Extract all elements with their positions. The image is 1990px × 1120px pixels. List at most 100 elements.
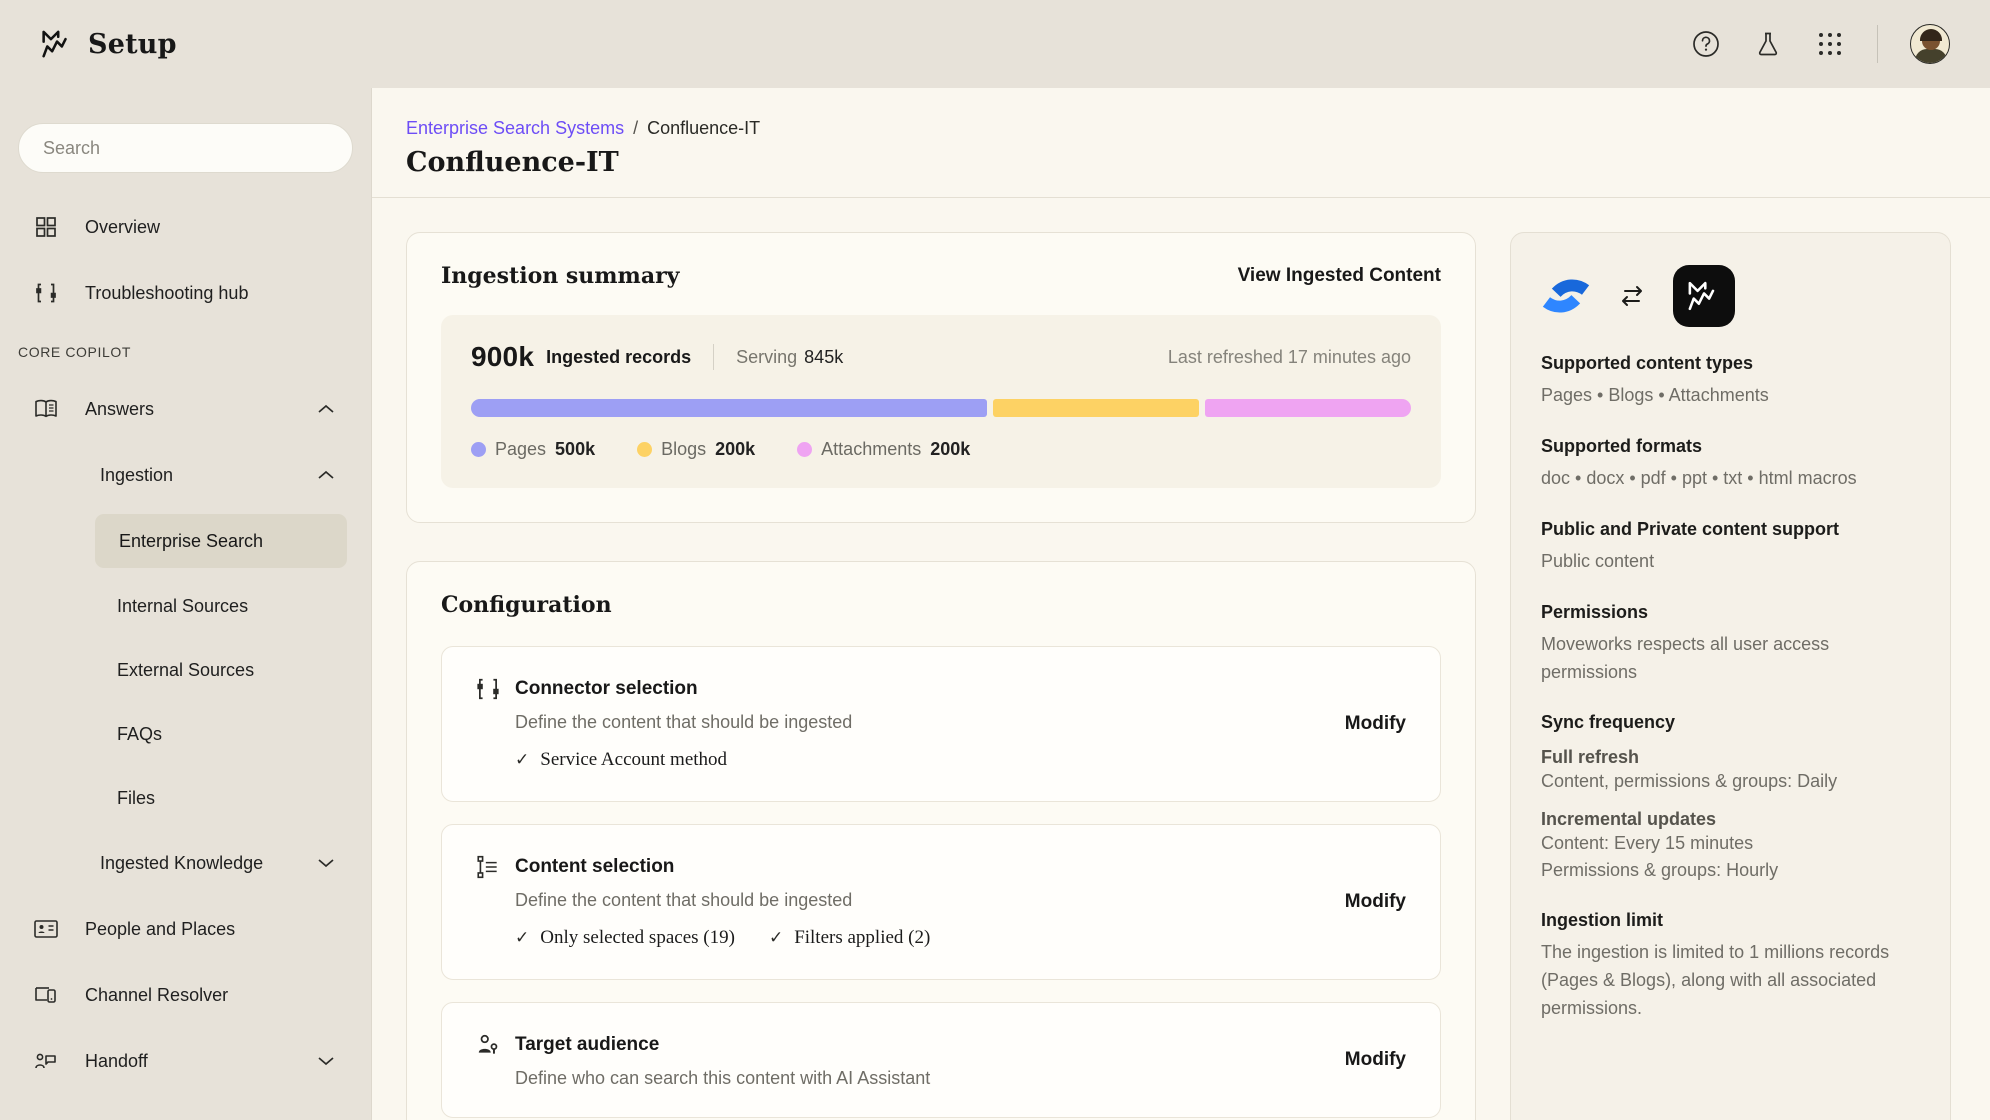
sidebar-item-handoff[interactable]: Handoff [18, 1028, 353, 1094]
info-body: doc • docx • pdf • ppt • txt • html macr… [1541, 467, 1857, 488]
sidebar-item-label: Channel Resolver [85, 984, 229, 1005]
sidebar-item-label: Overview [85, 216, 161, 237]
ingested-records-label: Ingested records [546, 346, 692, 367]
legend-item-attachments: Attachments 200k [797, 439, 970, 460]
legend-value: 200k [715, 439, 756, 459]
sidebar-item-label: Ingestion [100, 464, 174, 485]
sidebar-item-enterprise-search-selected[interactable]: Enterprise Search [95, 514, 347, 568]
info-body: Moveworks respects all user access permi… [1541, 633, 1830, 682]
sidebar-search[interactable] [18, 123, 353, 173]
ingestion-summary-card: Ingestion summary View Ingested Content … [406, 232, 1476, 523]
sync-incremental-detail: Content: Every 15 minutes [1541, 833, 1754, 854]
page-title: Confluence-IT [406, 147, 619, 178]
page-header: Enterprise Search Systems / Confluence-I… [372, 88, 1990, 198]
chevron-down-icon [317, 1056, 335, 1066]
supported-content-types-section: Supported content types Pages • Blogs • … [1541, 353, 1920, 410]
sidebar-item-troubleshooting-hub[interactable]: Troubleshooting hub [18, 260, 353, 326]
topbar-actions [1691, 24, 1950, 64]
legend-label: Pages [495, 439, 547, 459]
legend-label: Blogs [661, 439, 707, 459]
grid-dots-icon[interactable] [1815, 29, 1845, 59]
modify-content-button[interactable]: Modify [1344, 891, 1406, 912]
check-icon: ✓ [515, 750, 530, 770]
modify-audience-button[interactable]: Modify [1344, 1049, 1406, 1070]
content-selection-section: Content selection Define the content tha… [441, 824, 1441, 980]
legend-item-pages: Pages 500k [471, 439, 595, 460]
sidebar-item-ingested-knowledge[interactable]: Ingested Knowledge [18, 830, 353, 896]
brand: Setup [40, 28, 177, 60]
main-column: Ingestion summary View Ingested Content … [406, 232, 1476, 1120]
app-title: Setup [88, 28, 177, 60]
permissions-section: Permissions Moveworks respects all user … [1541, 602, 1920, 687]
bar-segment-pages [471, 399, 987, 417]
moveworks-logo-icon [40, 28, 74, 60]
legend-dot-pages [471, 442, 486, 457]
flask-icon[interactable] [1753, 29, 1783, 59]
audience-person-pin-icon [474, 1031, 502, 1059]
check-label: Service Account method [540, 749, 728, 770]
serving-label: Serving [736, 346, 798, 367]
chevron-up-icon [317, 404, 335, 414]
breadcrumb: Enterprise Search Systems / Confluence-I… [406, 118, 1990, 139]
ingestion-limit-section: Ingestion limit The ingestion is limited… [1541, 910, 1920, 1023]
info-body: The ingestion is limited to 1 millions r… [1541, 942, 1890, 1019]
legend-label: Attachments [821, 439, 922, 459]
legend-dot-attachments [797, 442, 813, 457]
sliders-icon [33, 280, 59, 306]
handoff-person-icon [33, 1048, 59, 1074]
user-avatar[interactable] [1910, 24, 1950, 64]
legend-value: 500k [555, 439, 596, 459]
view-ingested-content-button[interactable]: View Ingested Content [1237, 265, 1441, 286]
public-private-section: Public and Private content support Publi… [1541, 519, 1920, 576]
configuration-card: Configuration Connector selection [406, 561, 1476, 1120]
breadcrumb-link-enterprise-search-systems[interactable]: Enterprise Search Systems [406, 118, 625, 138]
ingestion-breakdown-bar [471, 399, 1411, 417]
contact-card-icon [33, 916, 59, 942]
sidebar: Overview Troubleshooting hub CORE COPILO… [0, 88, 371, 1120]
section-description: Define who can search this content with … [515, 1068, 931, 1088]
search-input[interactable] [43, 137, 328, 159]
sync-full-refresh-label: Full refresh [1541, 747, 1640, 768]
section-title: Content selection [515, 856, 675, 877]
sidebar-item-answers[interactable]: Answers [18, 376, 353, 442]
sidebar-item-label: Troubleshooting hub [85, 282, 249, 303]
help-icon[interactable] [1691, 29, 1721, 59]
info-heading: Permissions [1541, 601, 1649, 622]
serving-value: 845k [804, 346, 844, 367]
last-refreshed-text: Last refreshed 17 minutes ago [1167, 346, 1411, 367]
topbar-divider [1877, 25, 1878, 63]
sidebar-item-channel-resolver[interactable]: Channel Resolver [18, 962, 353, 1028]
sync-arrows-icon [1617, 285, 1647, 307]
sidebar-item-external-sources[interactable]: External Sources [117, 659, 255, 680]
chevron-up-icon [317, 470, 335, 480]
section-title: Connector selection [515, 678, 698, 699]
info-heading: Public and Private content support [1541, 518, 1840, 539]
grid-2x2-icon [33, 214, 59, 240]
sidebar-item-people-and-places[interactable]: People and Places [18, 896, 353, 962]
sidebar-item-faqs[interactable]: FAQs [117, 723, 163, 744]
sidebar-item-internal-sources[interactable]: Internal Sources [117, 595, 249, 616]
check-label: Filters applied (2) [794, 927, 931, 948]
main-content: Enterprise Search Systems / Confluence-I… [371, 88, 1990, 1120]
info-heading: Supported content types [1541, 353, 1754, 373]
card-title: Configuration [441, 592, 612, 618]
sidebar-item-ingestion[interactable]: Ingestion [18, 442, 353, 508]
sidebar-section-core-copilot: CORE COPILOT [18, 344, 131, 360]
breadcrumb-current: Confluence-IT [647, 118, 761, 138]
card-title: Ingestion summary [441, 263, 680, 289]
sidebar-item-files[interactable]: Files [117, 787, 156, 808]
sidebar-item-overview[interactable]: Overview [18, 194, 353, 260]
sidebar-item-label: Handoff [85, 1050, 148, 1071]
info-heading: Sync frequency [1541, 712, 1676, 733]
confluence-logo [1541, 271, 1591, 321]
target-audience-section: Target audience Define who can search th… [441, 1002, 1441, 1118]
chevron-down-icon [317, 858, 335, 868]
legend-value: 200k [930, 439, 971, 459]
sidebar-item-label: Answers [85, 398, 155, 419]
connector-selection-section: Connector selection Define the content t… [441, 646, 1441, 802]
legend-dot-blogs [637, 442, 653, 457]
modify-connector-button[interactable]: Modify [1344, 713, 1406, 734]
bar-segment-blogs [992, 399, 1199, 417]
bar-legend: Pages 500k Blogs 200k Attachments 200k [471, 439, 1411, 460]
info-heading: Supported formats [1541, 435, 1703, 456]
